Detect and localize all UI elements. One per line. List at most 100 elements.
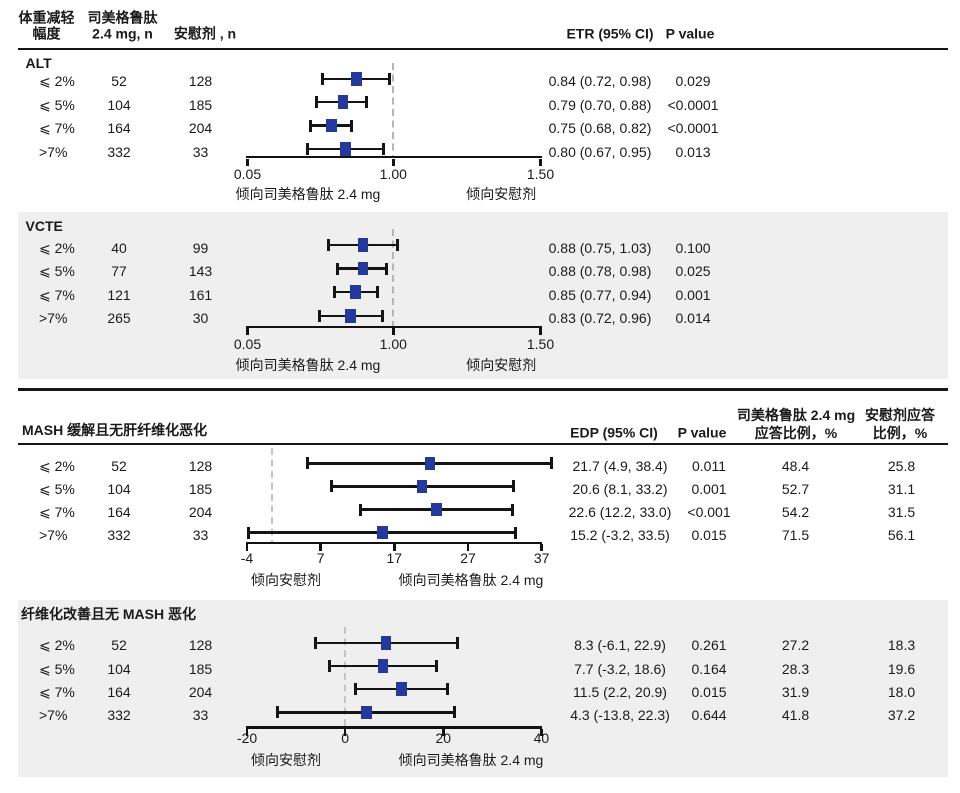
column-header-responder-semaglutide: 司美格鲁肽 2.4 mg 应答比例，%: [736, 407, 856, 441]
column-header-subgroup: 体重减轻 幅度: [18, 9, 75, 41]
row-n-placebo: 33: [192, 527, 209, 544]
row-n-semaglutide: 164: [107, 504, 131, 520]
x-axis-tick-label: 1.00: [379, 166, 407, 182]
point-estimate-marker: [357, 261, 369, 276]
row-subgroup-label: ⩽ 7%: [39, 286, 75, 303]
row-n-placebo: 204: [188, 504, 213, 520]
row-n-placebo: 33: [192, 706, 209, 723]
row-n-semaglutide: 332: [107, 143, 131, 160]
x-axis-tick-label: -4: [240, 549, 254, 566]
axis-caption-left: 倾向安慰剂: [251, 752, 321, 769]
row-subgroup-label: ⩽ 5%: [39, 263, 75, 280]
point-estimate-marker: [416, 479, 428, 494]
row-n-semaglutide: 164: [107, 120, 131, 137]
column-header-placebo-n: 安慰剂 , n: [173, 24, 237, 41]
row-subgroup-label: ⩽ 7%: [39, 120, 75, 137]
ci-cap-right: [455, 636, 459, 649]
x-axis-tick-label: 1.00: [379, 335, 407, 352]
row-subgroup-label: >7%: [39, 143, 68, 160]
row-effect-estimate: 0.84 (0.72, 0.98): [548, 73, 652, 90]
row-n-semaglutide: 265: [107, 310, 131, 327]
x-axis-tick: [246, 328, 249, 336]
x-axis-tick: [245, 544, 249, 552]
row-subgroup-label: ⩽ 5%: [39, 480, 75, 497]
ci-cap-left: [359, 503, 363, 516]
column-header-edp: EDP (95% CI): [570, 423, 658, 440]
row-n-semaglutide: 77: [111, 263, 127, 280]
column-header-semaglutide-n: 司美格鲁肽 2.4 mg, n: [87, 9, 158, 41]
row-responder-placebo: 25.8: [887, 457, 916, 474]
x-axis-line: [246, 726, 542, 729]
ci-cap-left: [332, 286, 336, 299]
row-subgroup-label: ⩽ 2%: [39, 637, 75, 654]
point-estimate-marker: [361, 705, 372, 720]
panel-label: 纤维化改善且无 MASH 恶化: [21, 606, 196, 622]
x-axis-tick: [319, 544, 322, 552]
row-n-placebo: 204: [188, 683, 213, 700]
ci-cap-right: [510, 503, 514, 516]
row-p-value: 0.001: [691, 480, 727, 497]
row-effect-estimate: 0.80 (0.67, 0.95): [548, 143, 652, 160]
row-subgroup-label: ⩽ 7%: [39, 683, 75, 700]
panel-background: [18, 211, 948, 380]
row-n-placebo: 128: [188, 637, 213, 654]
ci-cap-left: [315, 96, 319, 109]
x-axis-tick: [393, 544, 396, 552]
point-estimate-marker: [357, 238, 369, 252]
row-n-placebo: 99: [192, 239, 209, 256]
row-n-placebo: 30: [192, 310, 209, 327]
row-p-value: 0.029: [675, 73, 711, 90]
axis-caption-right: 倾向司美格鲁肽 2.4 mg: [398, 571, 544, 588]
row-p-value: 0.100: [675, 239, 711, 256]
point-estimate-marker: [351, 72, 362, 86]
column-header-responder-placebo: 安慰剂应答 比例，%: [865, 407, 935, 441]
reference-line: [344, 627, 347, 727]
point-estimate-marker: [396, 682, 407, 696]
ci-cap-left: [308, 119, 312, 132]
row-n-semaglutide: 164: [107, 683, 131, 700]
row-responder-placebo: 19.6: [887, 660, 916, 677]
top-header-rule: [18, 48, 948, 51]
x-axis-tick-label: 27: [460, 549, 476, 566]
ci-cap-left: [306, 457, 310, 470]
row-responder-placebo: 31.1: [887, 480, 916, 497]
row-n-semaglutide: 104: [107, 660, 131, 677]
row-effect-estimate: 0.85 (0.77, 0.94): [548, 286, 652, 303]
ci-cap-right: [385, 262, 389, 275]
ci-cap-left: [328, 660, 332, 672]
row-subgroup-label: >7%: [39, 310, 68, 327]
x-axis-tick-label: 17: [386, 549, 403, 566]
x-axis-tick-label: 0.05: [233, 335, 262, 352]
ci-cap-left: [247, 526, 251, 539]
ci-cap-left: [354, 683, 358, 696]
x-axis-tick: [343, 729, 347, 736]
row-responder-semaglutide: 71.5: [781, 527, 810, 544]
point-estimate-marker: [326, 118, 337, 133]
ci-cap-left: [329, 480, 333, 493]
row-subgroup-label: >7%: [39, 706, 68, 723]
x-axis-tick: [466, 544, 470, 552]
column-header-etr: ETR (95% CI): [566, 24, 654, 41]
axis-caption-left: 倾向司美格鲁肽 2.4 mg: [235, 356, 381, 373]
row-effect-estimate: 4.3 (-13.8, 22.3): [570, 706, 670, 723]
panel-label: ALT: [25, 54, 52, 71]
row-responder-semaglutide: 52.7: [781, 480, 810, 497]
x-axis-tick-label: 0.05: [233, 166, 262, 182]
bottom-header-rule: [18, 443, 948, 445]
row-responder-semaglutide: 27.2: [781, 637, 810, 654]
x-axis-tick: [540, 729, 543, 736]
ci-cap-left: [327, 239, 331, 251]
row-responder-semaglutide: 28.3: [781, 660, 810, 677]
row-effect-estimate: 0.79 (0.70, 0.88): [548, 96, 652, 113]
row-effect-estimate: 20.6 (8.1, 33.2): [572, 480, 668, 497]
row-subgroup-label: ⩽ 2%: [39, 457, 75, 474]
row-n-placebo: 185: [188, 480, 213, 497]
row-responder-placebo: 56.1: [887, 527, 916, 544]
point-estimate-marker: [377, 525, 388, 540]
axis-caption-right: 倾向安慰剂: [466, 356, 537, 373]
ci-cap-left: [335, 262, 339, 275]
x-axis-tick: [246, 158, 249, 166]
row-responder-semaglutide: 41.8: [781, 706, 810, 723]
x-axis-tick: [392, 158, 395, 166]
